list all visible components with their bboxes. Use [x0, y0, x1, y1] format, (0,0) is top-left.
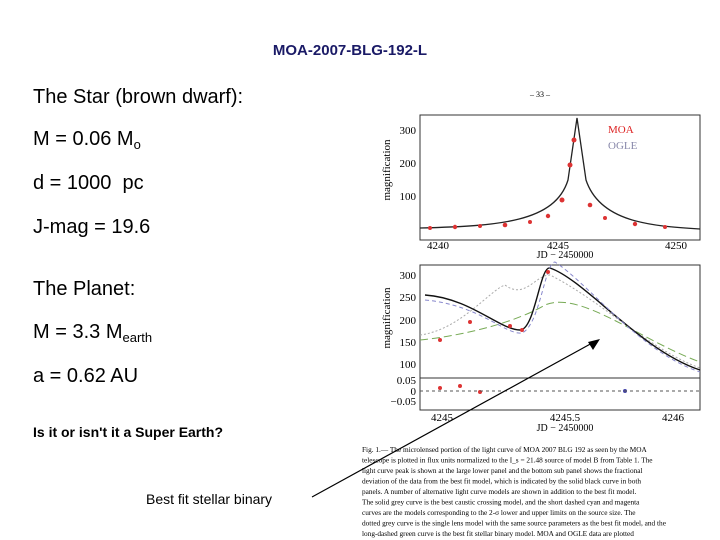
top-ylabel: magnification: [381, 139, 393, 201]
planet-mass-sub: earth: [122, 330, 153, 345]
caption-line: Fig. 1.— The microlensed portion of the …: [362, 445, 648, 454]
planet-heading: The Planet:: [33, 278, 136, 300]
star-jmag: J-mag = 19.6: [33, 216, 151, 238]
caption-line: curves are the models corresponding to t…: [362, 508, 636, 517]
planet-mass-text: M = 3.3 M: [33, 321, 123, 343]
caption: Fig. 1.— The microlensed portion of the …: [362, 445, 666, 538]
top-frame: [419, 114, 701, 241]
arrow-line: [311, 341, 595, 498]
star-mass-sub: o: [133, 137, 141, 152]
tick: 4250: [665, 240, 688, 252]
tick: 150: [400, 337, 417, 349]
arrow-label: Best fit stellar binary: [146, 491, 273, 507]
single-lens-curve: [419, 274, 701, 369]
tick: 300: [400, 270, 417, 282]
tick: 4245.5: [550, 412, 581, 424]
top-points: [428, 137, 667, 230]
title: MOA-2007-BLG-192-L: [272, 42, 428, 59]
top-xlabel: JD − 2450000: [537, 250, 594, 261]
tick: 4245: [547, 240, 570, 252]
tick: 4246: [662, 412, 685, 424]
top-yticks: 300 200 100: [400, 125, 417, 203]
planet-axis: a = 0.62 AU: [33, 365, 139, 387]
caption-line: panels. A number of alternative light cu…: [362, 487, 637, 496]
star-mass-text: M = 0.06 M: [33, 128, 134, 150]
top-curve: [419, 117, 701, 230]
binary-curve: [419, 301, 701, 363]
planet-mass: M = 3.3 Mearth: [33, 321, 152, 345]
star-heading: The Star (brown dwarf):: [33, 86, 244, 108]
tick: 200: [400, 315, 417, 327]
caption-line: telescope is plotted in flux units norma…: [362, 456, 653, 465]
tick: 4245: [431, 412, 454, 424]
tick: −0.05: [391, 396, 417, 408]
tick: 4240: [427, 240, 450, 252]
caption-line: dotted grey curve is the single lens mod…: [362, 519, 666, 528]
bottom-yticks: 300 250 200 150 100 0.05 0 −0.05: [391, 270, 417, 408]
caption-line: light curve peak is shown at the large l…: [362, 466, 643, 475]
legend-ogle: OGLE: [608, 140, 638, 152]
bottom-frame: [419, 264, 701, 411]
tick: 200: [400, 158, 417, 170]
tick: 250: [400, 292, 417, 304]
tick: 100: [400, 359, 417, 371]
alt-curve: [424, 261, 701, 373]
page-number: – 33 –: [529, 90, 551, 99]
tick: 0: [411, 386, 417, 398]
arrow-head: [588, 339, 600, 350]
top-xticks: 4240 4245 4250: [427, 240, 688, 252]
legend-moa: MOA: [608, 124, 634, 136]
caption-line: long-dashed green curve is the best fit …: [362, 529, 634, 538]
caption-line: deviation of the data from the best fit …: [362, 477, 641, 486]
question: Is it or isn't it a Super Earth?: [33, 424, 224, 440]
star-mass: M = 0.06 Mo: [33, 128, 141, 152]
tick: 0.05: [397, 375, 417, 387]
bottom-xticks: 4245 4245.5 4246: [431, 412, 685, 424]
tick: 300: [400, 125, 417, 137]
tick: 100: [400, 191, 417, 203]
star-distance: d = 1000 pc: [33, 172, 144, 194]
caption-line: The solid grey curve is the best caustic…: [362, 498, 640, 507]
bottom-ylabel: magnification: [381, 287, 393, 349]
best-fit-curve: [424, 267, 701, 371]
bottom-xlabel: JD − 2450000: [537, 423, 594, 434]
